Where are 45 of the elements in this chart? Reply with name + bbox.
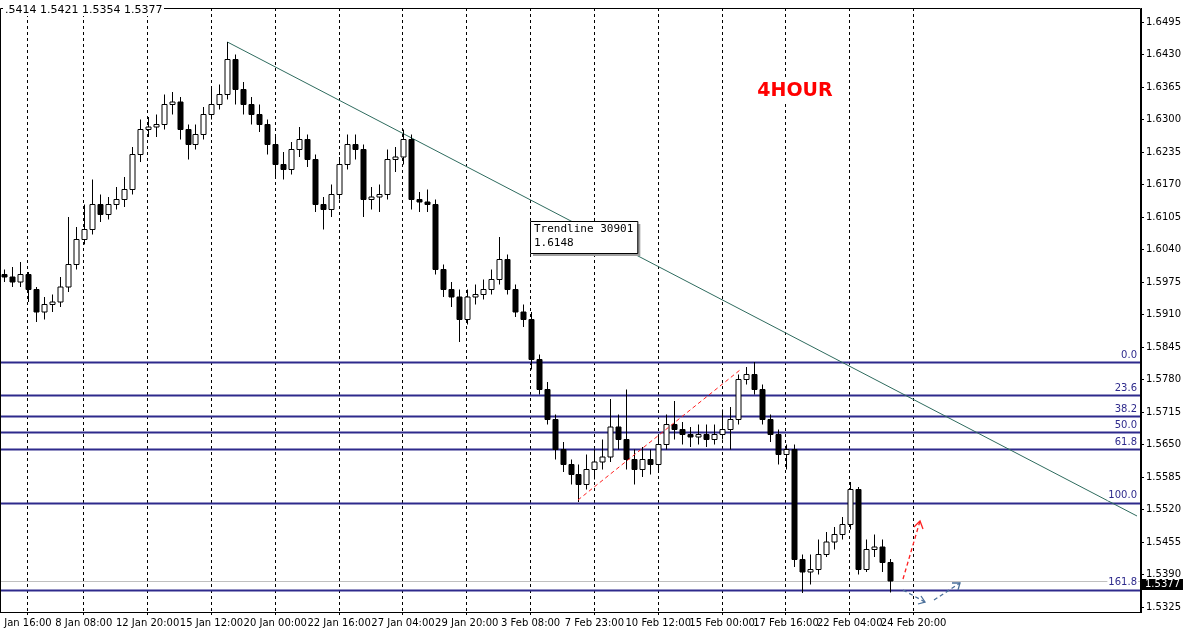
- y-tick-label: 1.5845: [1146, 340, 1181, 352]
- annotation: Trendline 30901 1.6148: [534, 222, 634, 250]
- annotation: 50.0: [1114, 418, 1137, 430]
- x-tick-label: Jan 16:00: [3, 616, 52, 628]
- x-tick-label: 20 Jan 00:00: [243, 616, 307, 628]
- x-tick-label: 24 Feb 20:00: [880, 616, 947, 628]
- x-tick-label: 10 Feb 12:00: [625, 616, 692, 628]
- x-tick-label: 7 Feb 23:00: [564, 616, 625, 628]
- annotation: 0.0: [1121, 348, 1137, 360]
- y-tick-label: 1.5585: [1146, 470, 1181, 482]
- y-tick-label: 1.6365: [1146, 80, 1181, 92]
- y-tick-label: 1.6430: [1146, 48, 1181, 60]
- annotation: 23.6: [1114, 381, 1137, 393]
- y-tick-label: 1.5520: [1146, 503, 1181, 515]
- y-tick-label: 1.5325: [1146, 600, 1181, 612]
- x-tick-label: 22 Jan 16:00: [307, 616, 371, 628]
- annotation: 161.8: [1108, 576, 1137, 588]
- annotation: 61.8: [1114, 435, 1137, 447]
- y-tick-label: 1.6170: [1146, 178, 1181, 190]
- y-tick-label: 1.5455: [1146, 535, 1181, 547]
- annotation: 4HOUR: [757, 77, 834, 100]
- chart-subtitle: .5414 1.5421 1.5354 1.5377: [3, 3, 165, 16]
- x-tick-label: 15 Feb 00:00: [689, 616, 755, 628]
- y-tick-label: 1.5780: [1146, 373, 1181, 385]
- x-tick-label: 12 Jan 20:00: [115, 616, 180, 628]
- y-tick-label: 1.5910: [1146, 308, 1181, 320]
- x-tick-label: 8 Jan 08:00: [55, 616, 113, 628]
- y-tick-label: 1.6495: [1146, 15, 1181, 27]
- x-tick-label: 27 Jan 04:00: [371, 616, 435, 628]
- y-tick-label: 1.6235: [1146, 145, 1181, 157]
- ref-line-label: 1.5377: [1145, 577, 1180, 589]
- x-tick-label: 22 Feb 04:00: [816, 616, 883, 628]
- annotation: 38.2: [1114, 402, 1137, 414]
- y-tick-label: 1.6300: [1146, 113, 1181, 125]
- y-tick-label: 1.5390: [1146, 568, 1181, 580]
- x-tick-label: 3 Feb 08:00: [500, 616, 561, 628]
- y-tick-label: 1.5975: [1146, 275, 1181, 287]
- x-tick-label: 29 Jan 20:00: [435, 616, 499, 628]
- x-tick-label: 15 Jan 12:00: [179, 616, 244, 628]
- y-tick-label: 1.5715: [1146, 405, 1181, 417]
- x-tick-label: 17 Feb 16:00: [753, 616, 819, 628]
- y-tick-label: 1.6040: [1146, 243, 1181, 255]
- y-tick-label: 1.6105: [1146, 210, 1181, 222]
- annotation: 100.0: [1108, 489, 1137, 501]
- y-tick-label: 1.5650: [1146, 438, 1181, 450]
